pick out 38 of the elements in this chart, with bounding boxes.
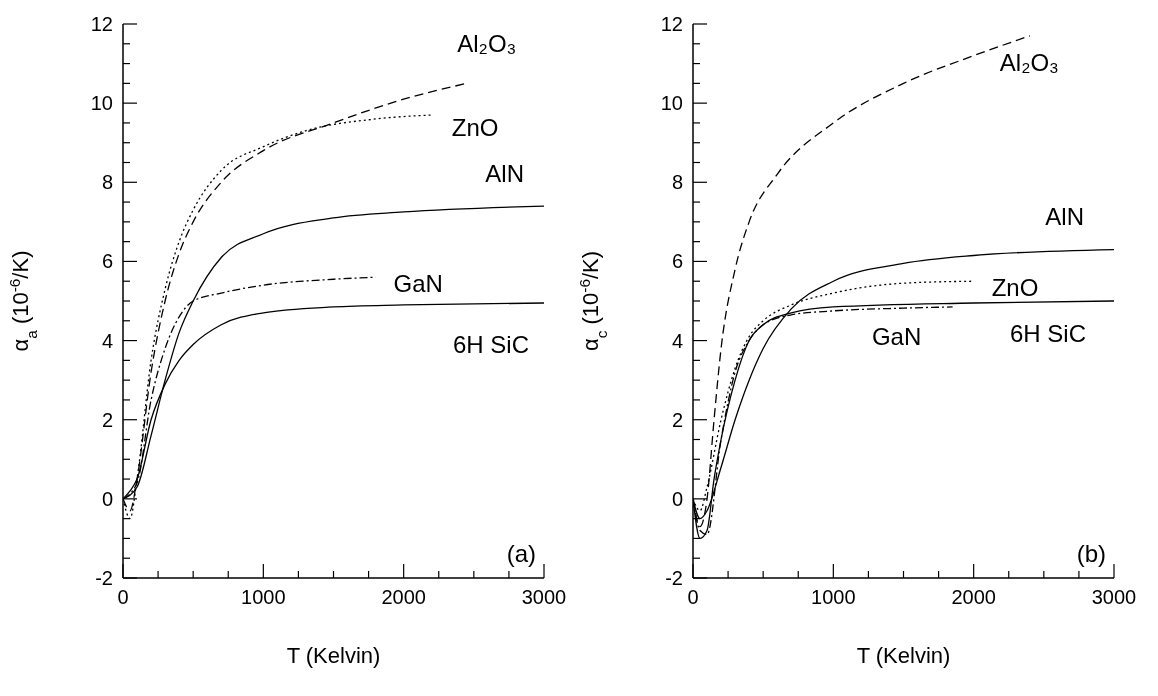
annotation: (b) bbox=[1076, 540, 1106, 568]
y-tick-label: 6 bbox=[671, 250, 683, 273]
y-tick-label: 0 bbox=[101, 487, 113, 510]
annotation: (a) bbox=[506, 540, 536, 568]
y-tick-label: 10 bbox=[90, 92, 113, 115]
y-tick-label: 12 bbox=[660, 13, 683, 35]
series-label: GaN bbox=[871, 323, 922, 351]
series-label: Al₂O₃ bbox=[457, 29, 517, 57]
y-tick-label: 0 bbox=[671, 487, 683, 510]
y-tick-label: 4 bbox=[671, 329, 683, 352]
series-label: 6H SiC bbox=[452, 331, 529, 359]
series-label: ZnO bbox=[991, 273, 1039, 301]
x-tick-label: 2000 bbox=[381, 586, 426, 609]
y-tick-label: 8 bbox=[101, 171, 113, 194]
x-tick-label: 3000 bbox=[1091, 586, 1137, 609]
series-label: GaN bbox=[393, 269, 443, 297]
series-label: 6H SiC bbox=[1009, 319, 1086, 347]
x-tick-label: 3000 bbox=[521, 586, 567, 609]
y-tick-label: 4 bbox=[101, 329, 113, 352]
y-tick-label: 2 bbox=[101, 408, 113, 431]
x-tick-label: 0 bbox=[687, 586, 699, 609]
y-tick-label: 8 bbox=[671, 171, 683, 194]
y-tick-label: -2 bbox=[665, 567, 683, 589]
x-axis-title: T (Kelvin) bbox=[286, 643, 381, 668]
series-label: ZnO bbox=[451, 113, 499, 141]
x-tick-label: 1000 bbox=[811, 586, 856, 609]
series-label: Al₂O₃ bbox=[999, 49, 1059, 77]
y-tick-label: 6 bbox=[101, 250, 113, 273]
y-tick-label: 10 bbox=[660, 92, 683, 115]
y-tick-label: -2 bbox=[95, 567, 113, 589]
x-tick-label: 0 bbox=[117, 586, 129, 609]
x-tick-label: 1000 bbox=[241, 586, 286, 609]
x-tick-label: 2000 bbox=[951, 586, 996, 609]
y-tick-label: 2 bbox=[671, 408, 683, 431]
series-label: AlN bbox=[485, 159, 524, 187]
y-tick-label: 12 bbox=[90, 13, 113, 35]
series-label: AlN bbox=[1045, 203, 1084, 231]
x-axis-title: T (Kelvin) bbox=[856, 643, 951, 668]
